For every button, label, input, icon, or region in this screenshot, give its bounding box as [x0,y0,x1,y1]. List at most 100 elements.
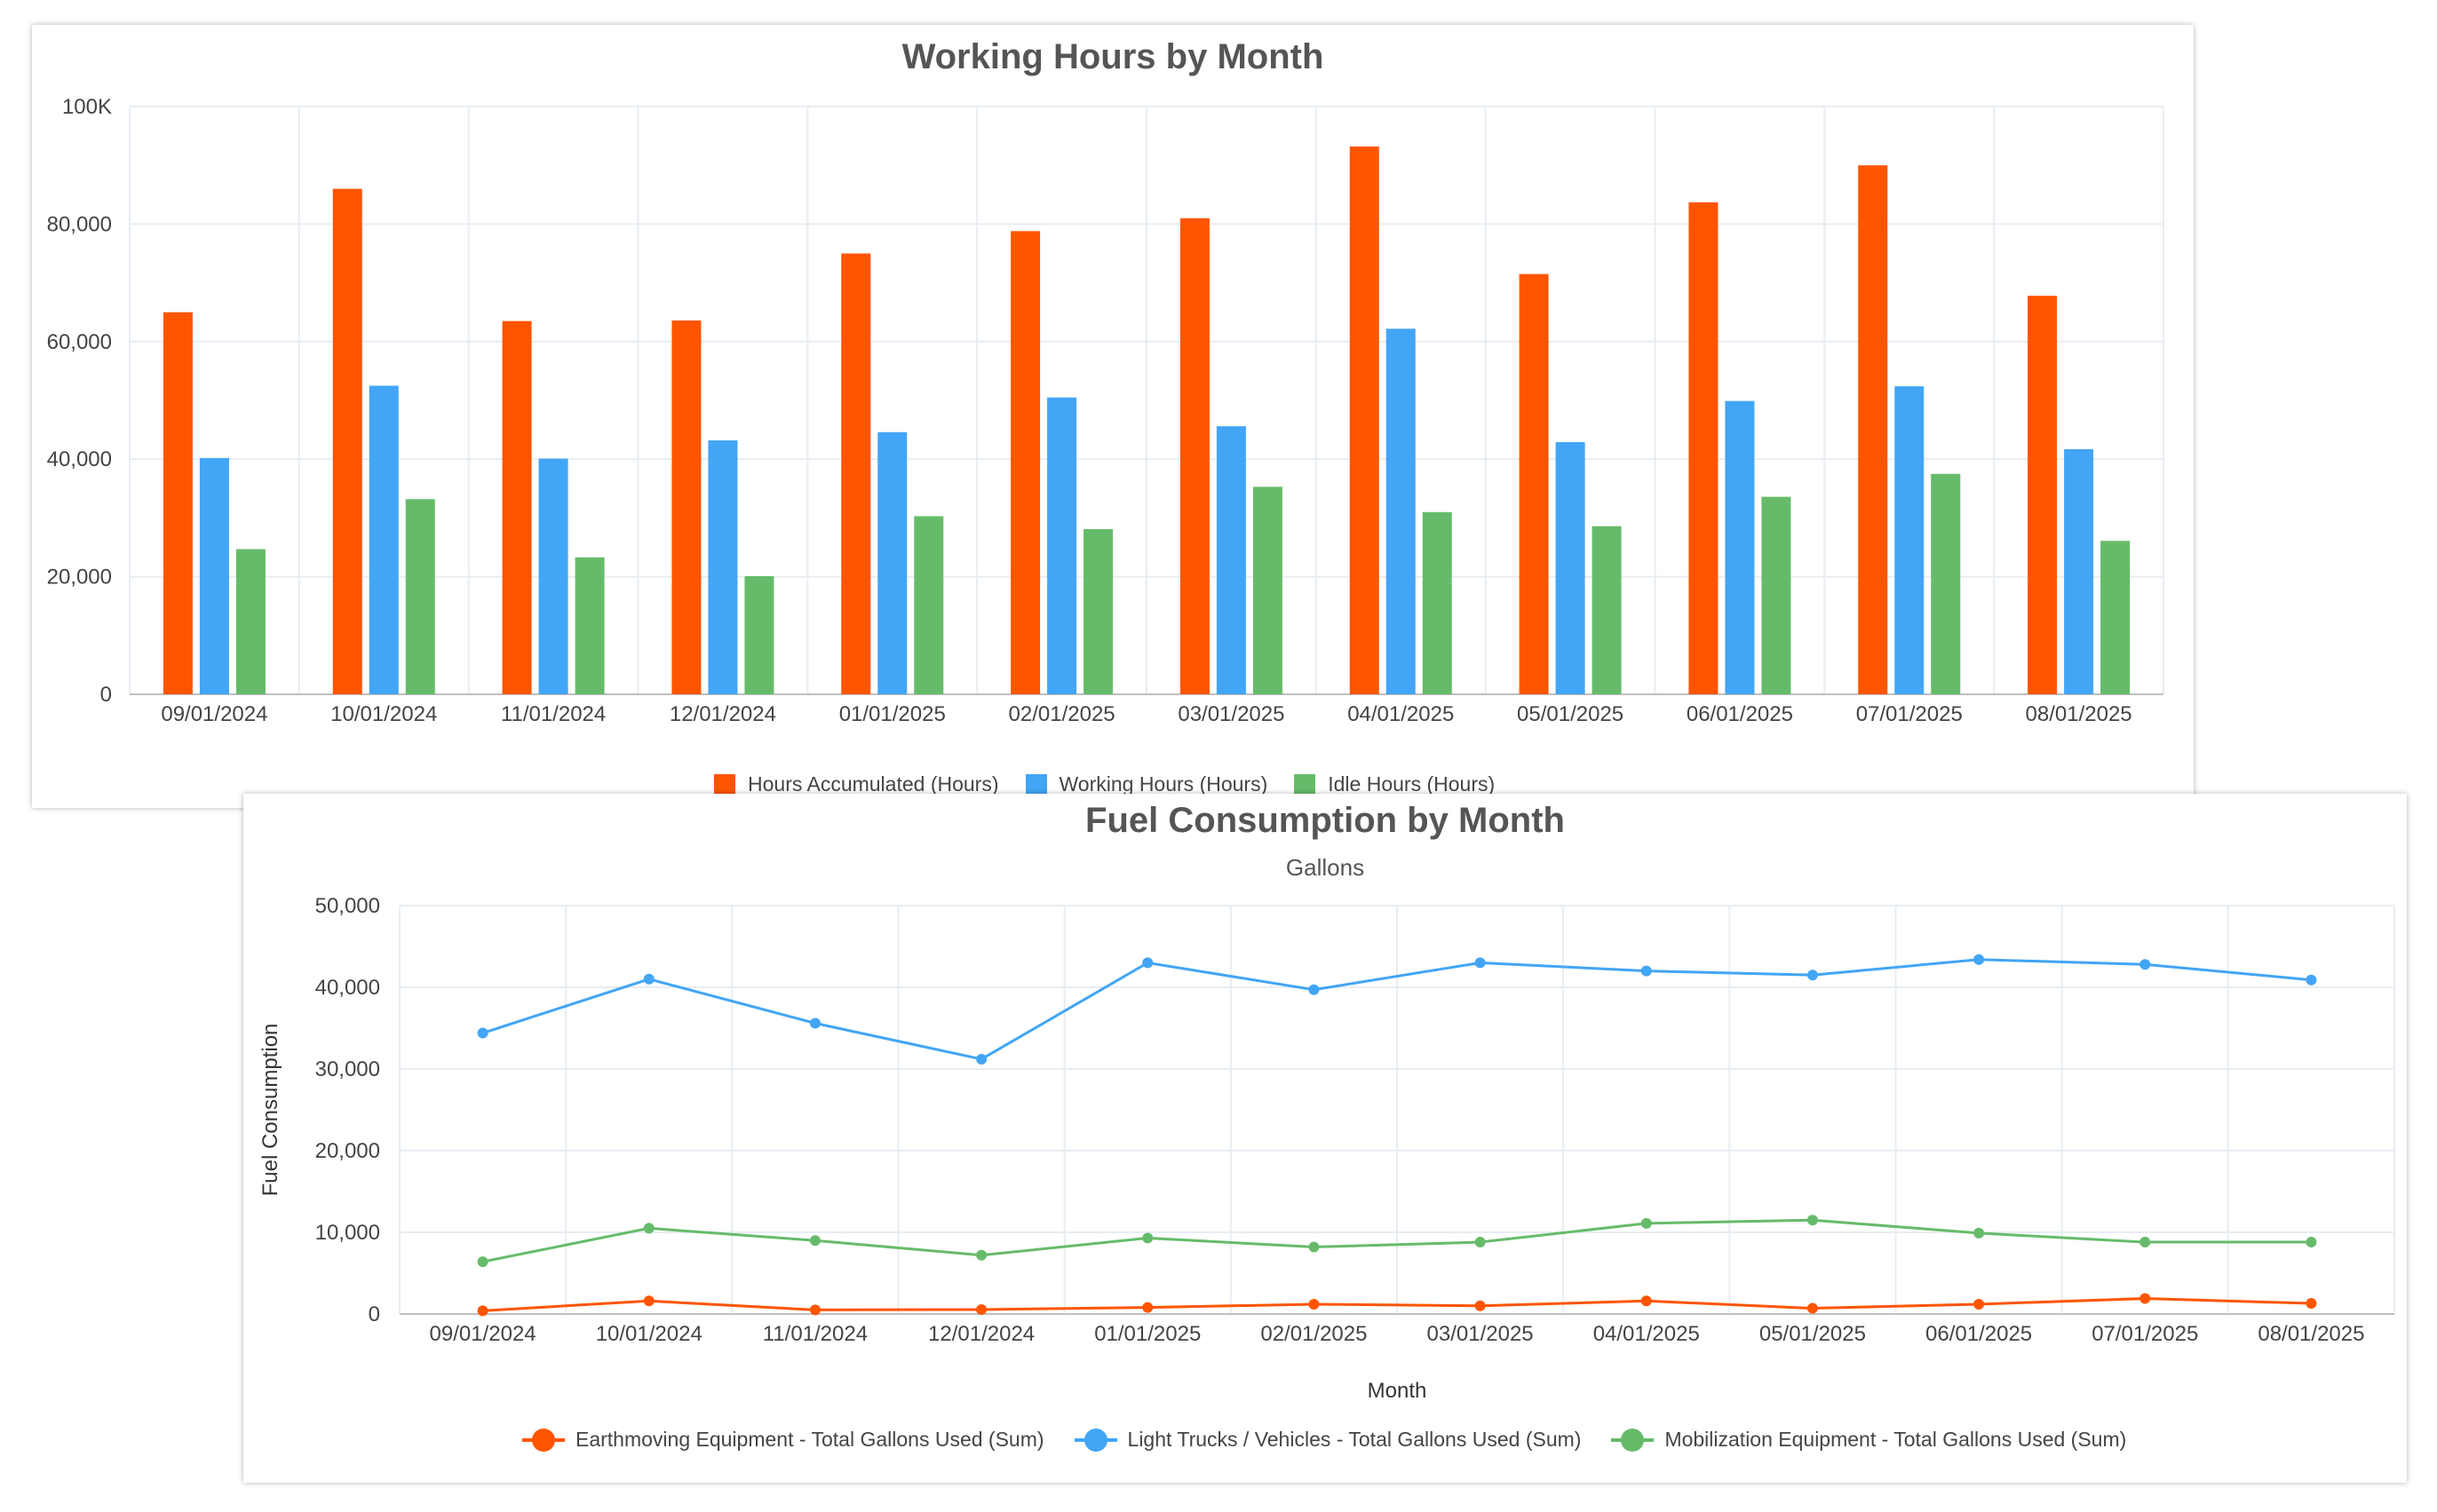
bar [1555,442,1585,694]
bar [1047,397,1077,694]
data-point [1973,1298,1985,1310]
x-tick-label: 12/01/2024 [928,1322,1035,1346]
data-point [976,1053,988,1065]
series-line [482,1297,2312,1312]
data-point [809,1235,821,1247]
x-tick-label: 07/01/2025 [2092,1322,2198,1346]
legend-item[interactable]: Working Hours (Hours) [1025,772,1267,796]
data-point [2306,1298,2317,1310]
bar [2028,296,2058,694]
x-tick-label: 12/01/2024 [670,702,776,726]
data-point [2139,1293,2151,1304]
bar [1761,496,1791,694]
x-tick-label: 01/01/2025 [1094,1322,1201,1346]
fuel-consumption-legend: Earthmoving Equipment - Total Gallons Us… [522,1428,2156,1452]
bar [332,188,362,694]
data-point [976,1249,988,1261]
data-point [1640,1295,1652,1307]
legend-item[interactable]: Light Trucks / Vehicles - Total Gallons … [1074,1428,1581,1452]
bar [1931,473,1961,694]
data-point [643,1295,655,1307]
bar [199,457,229,694]
data-point [976,1303,988,1315]
x-tick-label: 05/01/2025 [1517,702,1623,726]
data-point [1474,957,1486,969]
y-axis-title: Fuel Consumption [258,1024,282,1197]
bar [1725,400,1755,694]
data-point [1640,965,1652,977]
y-tick-label: 80,000 [47,212,112,236]
fuel-chart-subtitle: Gallons [1285,854,1365,881]
x-tick-label: 10/01/2024 [330,702,437,726]
x-tick-label: 08/01/2025 [2026,702,2132,726]
data-point [477,1305,488,1317]
bar [235,549,266,694]
data-point [1973,954,1985,965]
legend-line-marker [1611,1428,1655,1452]
fuel-consumption-line-chart: 0 10,000 20,000 30,000 40,000 50,000 09/01/202… [258,894,2395,1403]
legend-label: Mobilization Equipment - Total Gallons U… [1664,1428,2127,1451]
bar [1011,231,1041,694]
x-axis-title: Month [1368,1379,1427,1403]
series-line [482,1218,2312,1263]
data-point [2139,959,2151,970]
legend-item[interactable]: Hours Accumulated (Hours) [714,772,999,796]
y-tick-label: 30,000 [315,1057,380,1081]
data-point [1308,1298,1320,1310]
data-point [809,1304,821,1316]
bar [1688,202,1719,694]
legend-swatch [1294,773,1316,796]
bar [369,385,399,694]
legend-item[interactable]: Earthmoving Equipment - Total Gallons Us… [522,1428,1044,1452]
working-hours-legend: Hours Accumulated (Hours) Working Hours (… [714,772,1521,796]
bar [1519,273,1549,694]
bar [841,253,871,694]
x-tick-label: 04/01/2025 [1593,1322,1700,1346]
data-point [1474,1237,1486,1248]
data-point [1308,1241,1320,1253]
x-tick-label: 03/01/2025 [1178,702,1284,726]
y-tick-label: 10,000 [315,1221,380,1245]
data-point [2306,974,2317,986]
legend-item[interactable]: Mobilization Equipment - Total Gallons U… [1611,1428,2126,1452]
x-tick-label: 04/01/2025 [1347,702,1454,726]
bar [708,440,738,694]
x-tick-label: 02/01/2025 [1009,702,1115,726]
y-tick-label: 0 [369,1302,380,1326]
bar [1385,329,1416,694]
y-tick-label: 50,000 [315,894,380,918]
bar [2100,541,2131,694]
bar [575,557,605,694]
x-tick-label: 09/01/2024 [161,702,267,726]
data-point [1640,1217,1652,1229]
y-tick-label: 60,000 [47,330,112,354]
bar [1422,511,1452,694]
bar [1858,165,1888,694]
bar [1252,487,1282,694]
fuel-chart-title: Fuel Consumption by Month [1085,801,1565,840]
legend-line-marker [1074,1428,1117,1452]
legend-item[interactable]: Idle Hours (Hours) [1294,772,1495,796]
bar [877,431,908,694]
bar [671,320,702,694]
bar [1216,426,1246,694]
bar [914,516,944,694]
working-hours-chart-card: Working Hours by Month 0 20,000 40,000 60,0… [32,25,2194,808]
bar [1894,386,1925,694]
data-point [643,973,655,985]
legend-swatch [714,773,735,796]
legend-line-marker [522,1428,565,1452]
x-tick-label: 01/01/2025 [839,702,946,726]
bar [538,458,568,694]
data-point [1973,1227,1985,1239]
data-point [1806,1215,1818,1226]
data-point [1142,1302,1154,1313]
data-point [1806,1302,1818,1314]
x-tick-label: 07/01/2025 [1856,702,1963,726]
x-tick-label: 08/01/2025 [2258,1322,2364,1346]
series-line [482,958,2312,1061]
x-tick-label: 02/01/2025 [1260,1322,1367,1346]
y-tick-label: 40,000 [315,976,380,1000]
legend-label: Idle Hours (Hours) [1328,772,1496,796]
data-point [477,1027,488,1039]
